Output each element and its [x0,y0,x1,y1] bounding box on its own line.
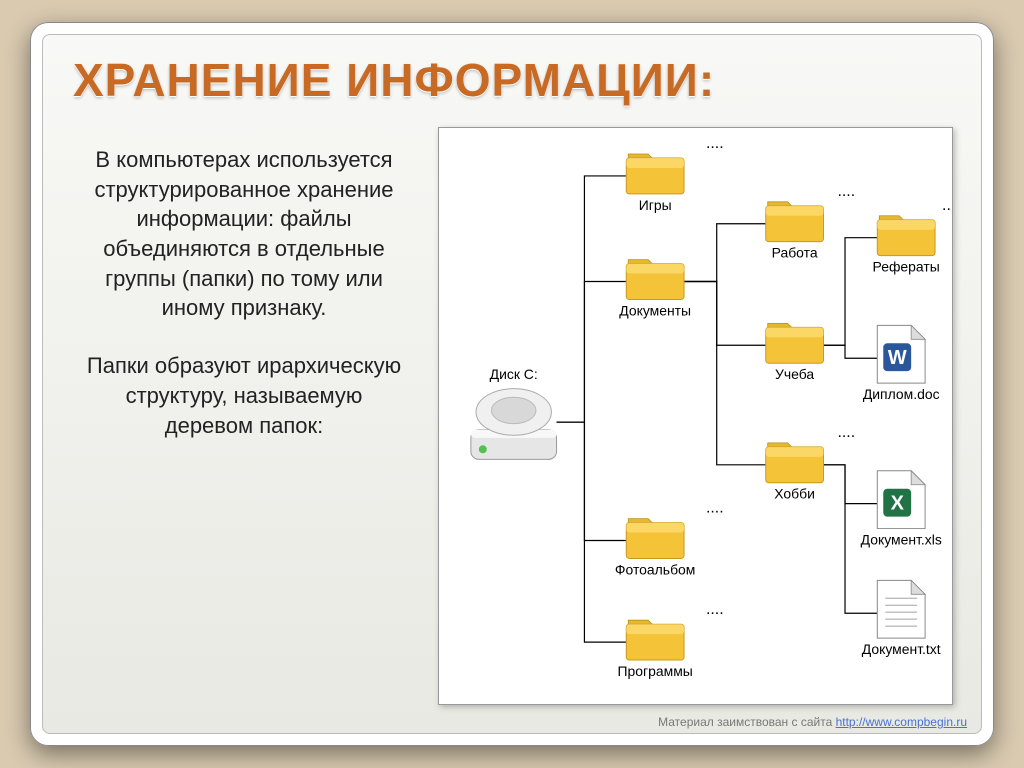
ellipsis: .... [837,183,855,200]
svg-text:Фотоальбом: Фотоальбом [615,561,695,577]
footer: Материал заимствован с сайта http://www.… [658,715,967,729]
body-text: В компьютерах используется структурирова… [79,145,409,468]
work-folder-icon: Работа [766,202,824,261]
disk-icon: Диск C: [471,366,557,459]
photo-folder-icon: Фотоальбом [615,519,695,578]
hobby-folder-icon: Хобби [766,443,824,502]
folder-tree-svg: ........................ Диск C: Игры Докум… [439,128,952,704]
svg-text:Документ.xls: Документ.xls [861,531,942,547]
edge-docs-work [684,224,766,282]
referaty-folder-icon: Рефераты [873,216,940,275]
svg-text:Хобби: Хобби [774,486,815,502]
study-folder-icon: Учеба [766,323,824,382]
footer-text: Материал заимствован с сайта [658,715,835,729]
svg-text:Рефераты: Рефераты [873,259,940,275]
edge-docs-hobby [684,282,766,465]
ellipsis: .... [706,135,724,152]
programs-folder-icon: Программы [618,620,693,679]
ellipsis: .... [706,601,724,618]
doctxt-file-icon: Документ.txt [862,580,941,657]
edge-disk-docs [557,282,627,423]
svg-text:Документы: Документы [619,302,691,318]
ellipsis: .... [706,500,724,517]
paragraph-2: Папки образуют ирархическую структуру, н… [79,351,409,440]
edge-hobby-docxls [824,465,878,504]
ellipsis: .... [837,424,855,441]
svg-text:Документ.txt: Документ.txt [862,641,941,657]
svg-text:Работа: Работа [772,245,818,261]
edge-disk-photo [557,422,627,540]
svg-text:Диплом.doc: Диплом.doc [863,386,940,402]
edge-study-diplom [824,345,878,358]
svg-text:Диск C:: Диск C: [490,366,538,382]
docxls-file-icon: X Документ.xls [861,471,942,548]
svg-text:W: W [888,347,907,369]
edge-docs-study [684,282,766,346]
folder-tree-diagram: ........................ Диск C: Игры Докум… [438,127,953,705]
games-folder-icon: Игры [626,154,684,213]
edge-study-referaty [824,238,878,346]
svg-text:Учеба: Учеба [775,366,814,382]
svg-text:X: X [891,493,905,515]
docs-folder-icon: Документы [619,260,691,319]
svg-text:Программы: Программы [618,663,693,679]
diplom-file-icon: W Диплом.doc [863,325,940,402]
ellipsis: .... [942,197,952,214]
slide-title: ХРАНЕНИЕ ИНФОРМАЦИИ: [73,53,715,107]
edge-disk-games [557,176,627,422]
edge-disk-programs [557,422,627,642]
paragraph-1: В компьютерах используется структурирова… [79,145,409,323]
footer-link[interactable]: http://www.compbegin.ru [836,715,967,729]
svg-text:Игры: Игры [639,197,672,213]
